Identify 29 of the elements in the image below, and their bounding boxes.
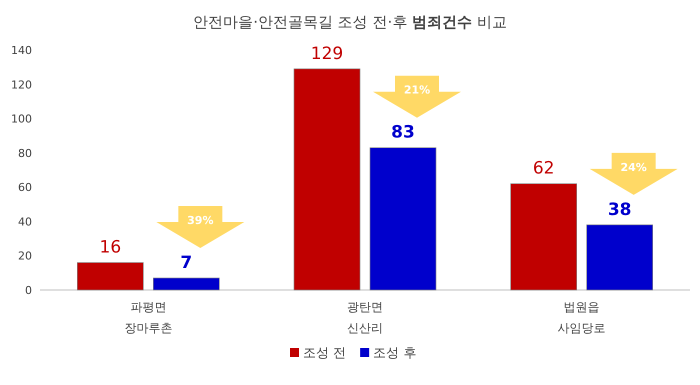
y-tick-label: 40 xyxy=(18,215,32,228)
bar xyxy=(77,262,144,290)
annotation: 39% xyxy=(187,214,214,227)
data-label: 7 xyxy=(180,253,192,273)
x-tick-label: 파평면 장마루촌 xyxy=(124,300,172,335)
y-tick-label: 0 xyxy=(25,284,32,297)
x-tick-label: 광탄면 신산리 xyxy=(347,300,383,335)
bar xyxy=(586,224,653,290)
y-tick-label: 120 xyxy=(11,78,32,92)
bar xyxy=(370,147,436,290)
x-tick-label: 법원읍 사임당로 xyxy=(558,300,606,335)
data-label: 83 xyxy=(391,122,415,143)
y-tick-label: 20 xyxy=(18,250,32,263)
bar xyxy=(153,278,220,290)
annotation: 21% xyxy=(404,84,430,97)
bar xyxy=(294,68,360,290)
chart-title: 안전마을·안전골목길 조성 전·후 범죄건수 비교 xyxy=(193,13,507,31)
legend-label: 조성 전 xyxy=(303,346,346,361)
annotation: 24% xyxy=(620,160,647,174)
y-tick-label: 80 xyxy=(18,146,32,160)
y-tick-label: 100 xyxy=(11,112,32,126)
data-label: 62 xyxy=(532,158,554,179)
data-label: 129 xyxy=(310,44,344,64)
y-tick-label: 140 xyxy=(11,44,32,57)
data-label: 16 xyxy=(100,238,122,258)
y-tick-label: 60 xyxy=(18,181,32,194)
bar xyxy=(510,183,577,290)
data-label: 38 xyxy=(608,200,632,220)
legend-label: 조성 후 xyxy=(373,346,416,361)
